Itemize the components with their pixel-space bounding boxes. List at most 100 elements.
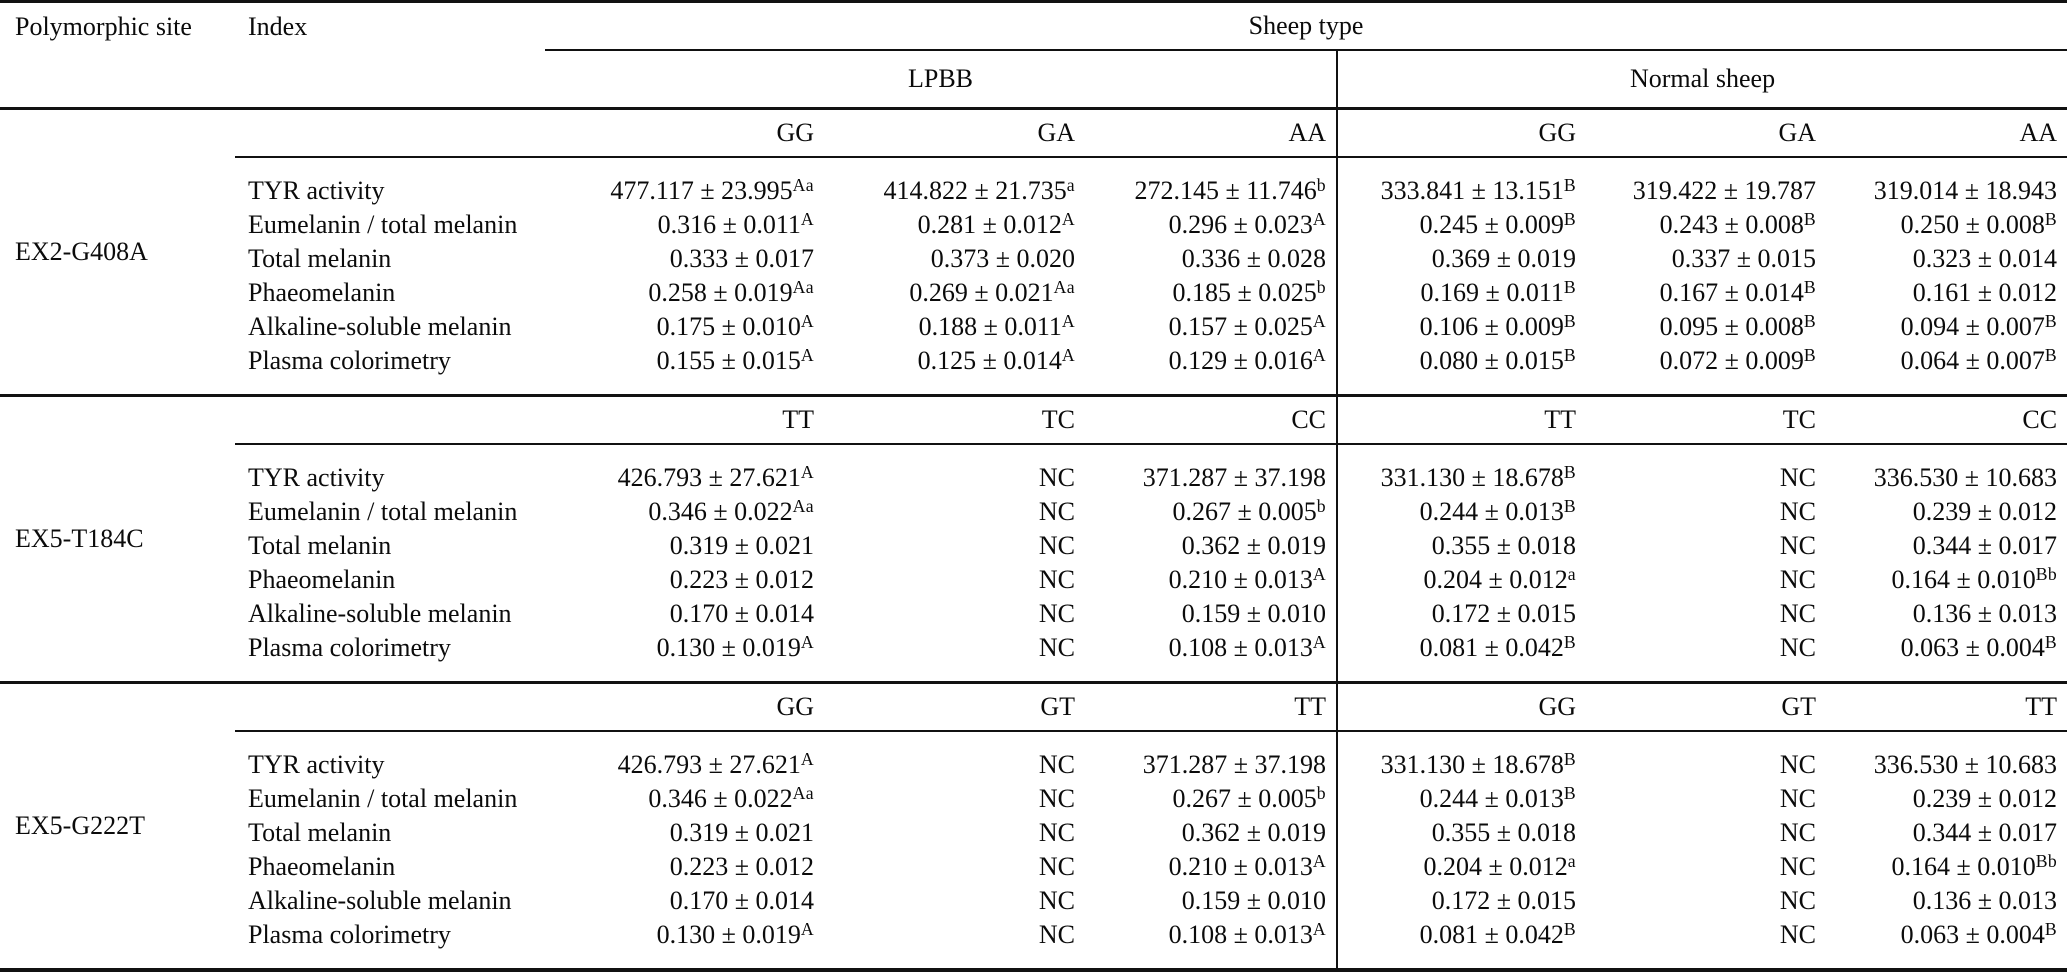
significance-superscript: B	[1563, 462, 1576, 483]
value-cell: 477.117 ± 23.995Aa	[610, 175, 814, 205]
value-cell: NC	[1038, 497, 1075, 526]
significance-superscript: B	[2044, 919, 2058, 940]
significance-superscript: A	[1312, 564, 1326, 585]
column-header-sheep-type: Sheep type	[545, 1, 2067, 51]
value-cell: 319.422 ± 19.787	[1632, 176, 1816, 205]
significance-superscript: A	[800, 919, 814, 940]
column-header-polymorphic-site: Polymorphic site	[15, 11, 192, 41]
value-cell: 0.155 ± 0.015A	[656, 345, 814, 375]
genotype-header-normal-GG: GG	[1336, 682, 1586, 732]
value-cell: 0.188 ± 0.011A	[918, 311, 1075, 341]
index-label: Plasma colorimetry	[248, 346, 451, 375]
significance-superscript: A	[800, 632, 814, 653]
value-cell: 0.108 ± 0.013A	[1168, 919, 1326, 949]
significance-superscript: A	[800, 209, 814, 230]
value-cell: 0.344 ± 0.017	[1912, 818, 2058, 847]
value-cell: 371.287 ± 37.198	[1142, 750, 1326, 779]
value-cell: 0.346 ± 0.022Aa	[648, 496, 814, 526]
significance-superscript: B	[1563, 749, 1576, 770]
value-cell: 0.175 ± 0.010A	[656, 311, 814, 341]
significance-superscript: A	[1312, 919, 1326, 940]
significance-superscript: b	[1316, 783, 1326, 804]
significance-superscript: a	[1567, 851, 1576, 872]
value-cell: 0.244 ± 0.013B	[1336, 495, 1586, 529]
value-cell: 0.167 ± 0.014B	[1659, 277, 1816, 307]
significance-superscript: A	[800, 345, 814, 366]
significance-superscript: A	[1312, 311, 1326, 332]
value-cell: 0.204 ± 0.012a	[1336, 850, 1586, 884]
significance-superscript: b	[1316, 175, 1326, 196]
value-cell: NC	[1038, 565, 1075, 594]
value-cell: 0.159 ± 0.010	[1181, 886, 1326, 915]
genotype-header-lpbb-GG: GG	[545, 108, 824, 158]
polymorphic-site-group-EX2-G408A: EX2-G408A GG GA AA GG GA AA TYR activity 477.117…	[0, 108, 2067, 397]
genotype-header-lpbb-CC: CC	[1085, 395, 1337, 445]
genotype-header-spacer	[235, 682, 545, 732]
value-cell: 336.530 ± 10.683	[1873, 750, 2058, 779]
genotype-header-lpbb-AA: AA	[1085, 108, 1337, 158]
value-cell: 272.145 ± 11.746b	[1134, 175, 1326, 205]
value-cell: NC	[1779, 886, 1816, 915]
significance-superscript: B	[1563, 311, 1576, 332]
index-label: Phaeomelanin	[248, 565, 396, 594]
data-row-Plasma colorimetry: Plasma colorimetry 0.130 ± 0.019A NC 0.108 …	[0, 631, 2067, 683]
value-cell: 0.239 ± 0.012	[1912, 784, 2058, 813]
value-cell: NC	[1038, 818, 1075, 847]
value-cell: 0.125 ± 0.014A	[917, 345, 1075, 375]
value-cell: 0.161 ± 0.012	[1912, 278, 2058, 307]
value-cell: 0.169 ± 0.011B	[1336, 276, 1586, 310]
genotype-header-normal-AA: AA	[1826, 108, 2067, 158]
significance-superscript: B	[1563, 496, 1576, 517]
significance-superscript: B	[1803, 311, 1816, 332]
data-row-TYR activity: TYR activity 477.117 ± 23.995Aa 414.822 ± …	[0, 157, 2067, 208]
value-cell: 0.172 ± 0.015	[1336, 597, 1586, 631]
value-cell: 0.250 ± 0.008B	[1900, 209, 2058, 239]
index-label: Total melanin	[248, 818, 392, 847]
value-cell: NC	[1779, 852, 1816, 881]
value-cell: 0.239 ± 0.012	[1912, 497, 2058, 526]
genotype-header-lpbb-TT: TT	[545, 395, 824, 445]
significance-superscript: A	[1061, 209, 1075, 230]
value-cell: NC	[1779, 750, 1816, 779]
value-cell: 371.287 ± 37.198	[1142, 463, 1326, 492]
genotype-header-normal-GA: GA	[1586, 108, 1826, 158]
value-cell: 0.355 ± 0.018	[1336, 529, 1586, 563]
genotype-header-lpbb-TC: TC	[824, 395, 1085, 445]
value-cell: 0.081 ± 0.042B	[1336, 631, 1586, 683]
value-cell: 0.063 ± 0.004B	[1900, 632, 2058, 662]
index-label: Alkaline-soluble melanin	[248, 886, 512, 915]
significance-superscript: A	[800, 462, 814, 483]
index-label: Total melanin	[248, 244, 392, 273]
genotype-header-normal-CC: CC	[1826, 395, 2067, 445]
data-row-Eumelanin / total melanin: Eumelanin / total melanin 0.316 ± 0.011A 0…	[0, 208, 2067, 242]
genotype-header-spacer	[235, 108, 545, 158]
index-label: Phaeomelanin	[248, 852, 396, 881]
header-spacer	[235, 50, 545, 110]
index-label: TYR activity	[248, 176, 385, 205]
index-label: Plasma colorimetry	[248, 633, 451, 662]
value-cell: NC	[1038, 531, 1075, 560]
value-cell: 0.129 ± 0.016A	[1168, 345, 1326, 375]
value-cell: 0.223 ± 0.012	[669, 852, 814, 881]
significance-superscript: B	[1563, 277, 1576, 298]
value-cell: 331.130 ± 18.678B	[1336, 731, 1586, 782]
value-cell: 0.373 ± 0.020	[930, 244, 1075, 273]
value-cell: 0.130 ± 0.019A	[656, 632, 814, 662]
index-label: Phaeomelanin	[248, 278, 396, 307]
value-cell: 0.210 ± 0.013A	[1168, 851, 1326, 881]
value-cell: 0.267 ± 0.005b	[1172, 783, 1326, 813]
value-cell: NC	[1779, 599, 1816, 628]
significance-superscript: A	[1312, 345, 1326, 366]
value-cell: 0.164 ± 0.010Bb	[1891, 564, 2058, 594]
data-row-Alkaline-soluble melanin: Alkaline-soluble melanin 0.175 ± 0.010A 0.…	[0, 310, 2067, 344]
genotype-header-normal-TT: TT	[1336, 395, 1586, 445]
value-cell: 0.072 ± 0.009B	[1659, 345, 1816, 375]
value-cell: 0.296 ± 0.023A	[1168, 209, 1326, 239]
index-label: Alkaline-soluble melanin	[248, 599, 512, 628]
column-header-index: Index	[248, 11, 308, 41]
value-cell: 0.157 ± 0.025A	[1168, 311, 1326, 341]
group-header-normal-sheep: Normal sheep	[1335, 50, 2067, 110]
value-cell: 0.362 ± 0.019	[1181, 531, 1326, 560]
genotype-header-normal-TC: TC	[1586, 395, 1826, 445]
